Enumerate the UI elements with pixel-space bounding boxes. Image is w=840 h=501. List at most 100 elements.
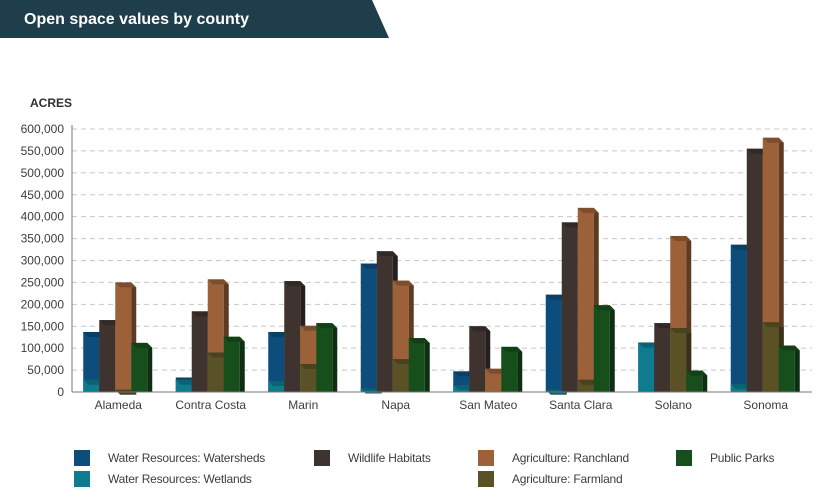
legend-item-public-parks: Public Parks (676, 449, 774, 467)
bar-water-resources-watersheds-marin-top (268, 331, 290, 337)
bar-agriculture-farmland-solano-top (670, 328, 692, 334)
bar-public-parks-marin-face (316, 323, 333, 392)
bar-wildlife-habitats-napa-top (376, 251, 398, 257)
legend-label: Water Resources: Watersheds (108, 451, 266, 465)
y-tick-label: 300,000 (21, 254, 65, 268)
bar-water-resources-watersheds-napa-face (360, 263, 377, 392)
bar-agriculture-farmland-marin-top (300, 363, 322, 369)
bar-public-parks-santa-clara-face (593, 305, 610, 392)
legend-swatch (314, 450, 330, 466)
bar-public-parks-solano-side (702, 370, 708, 392)
legend-swatch (74, 471, 90, 487)
y-tick-label: 600,000 (21, 122, 65, 136)
bar-public-parks-santa-clara-top (593, 305, 615, 311)
bar-water-resources-wetlands-solano-top (638, 342, 660, 348)
y-tick-label: 200,000 (21, 297, 65, 311)
bar-wildlife-habitats-contra-costa-face (191, 311, 208, 392)
bar-public-parks-santa-clara (593, 305, 615, 392)
bar-public-parks-marin (316, 323, 338, 392)
x-tick-label: Santa Clara (549, 398, 613, 412)
legend-swatch (478, 471, 494, 487)
legend-label: Wildlife Habitats (348, 451, 431, 465)
y-tick-label: 550,000 (21, 144, 65, 158)
bar-agriculture-ranchland-san-mateo-top (485, 368, 507, 374)
legend-label: Water Resources: Wetlands (108, 472, 252, 486)
bar-agriculture-ranchland-san-mateo-face (485, 368, 502, 392)
bar-public-parks-contra-costa-face (223, 336, 240, 392)
legend-label: Public Parks (710, 451, 775, 465)
bar-public-parks-alameda-face (131, 342, 148, 392)
bar-water-resources-watersheds-marin-face (268, 331, 285, 392)
y-tick-label: 500,000 (21, 166, 65, 180)
bar-water-resources-wetlands-marin-top (268, 381, 290, 387)
bar-public-parks-contra-costa-side (239, 336, 245, 392)
x-tick-label: Marin (288, 398, 318, 412)
bar-wildlife-habitats-santa-clara-top (561, 222, 583, 228)
x-tick-label: San Mateo (459, 398, 517, 412)
bar-agriculture-ranchland-marin-top (300, 325, 322, 331)
bar-water-resources-watersheds-sonoma-face (730, 244, 747, 392)
bar-wildlife-habitats-marin-top (284, 281, 306, 287)
bar-water-resources-watersheds-alameda-face (83, 331, 100, 392)
y-tick-label: 0 (57, 385, 64, 399)
bar-public-parks-napa-face (408, 338, 425, 392)
bar-agriculture-ranchland-santa-clara-face (577, 207, 594, 392)
bar-public-parks-alameda (131, 342, 153, 392)
bar-water-resources-wetlands-sonoma-top (730, 384, 752, 390)
bar-wildlife-habitats-san-mateo-top (469, 326, 491, 332)
y-tick-label: 250,000 (21, 275, 65, 289)
bar-water-resources-watersheds-santa-clara-top (545, 294, 567, 300)
bar-agriculture-farmland-marin-face (300, 363, 317, 392)
title-banner-shape (0, 0, 389, 38)
legend-item-agriculture-farmland: Agriculture: Farmland (478, 470, 623, 488)
y-tick-label: 100,000 (21, 341, 65, 355)
chart-title: Open space values by county (24, 11, 249, 28)
bar-agriculture-farmland-napa-face (392, 359, 409, 392)
bar-public-parks-napa (408, 338, 430, 392)
bar-wildlife-habitats-napa-face (376, 251, 393, 392)
bar-agriculture-farmland-sonoma-face (762, 322, 779, 392)
title-banner: Open space values by county (0, 0, 389, 38)
bar-agriculture-ranchland-alameda-face (115, 282, 132, 392)
bar-agriculture-ranchland-solano-top (670, 235, 692, 241)
bar-water-resources-wetlands-san-mateo-top (453, 384, 475, 390)
bar-agriculture-ranchland-contra-costa-top (207, 279, 229, 285)
x-axis: Alameda Contra Costa Marin Napa San Mateo San… (72, 391, 812, 412)
bar-agriculture-farmland-napa-top (392, 359, 414, 365)
legend-item-agriculture-ranchland: Agriculture: Ranchland (478, 449, 629, 467)
bar-wildlife-habitats-san-mateo-face (469, 326, 486, 392)
bar-public-parks-alameda-side (147, 342, 153, 392)
bar-water-resources-wetlands-marin-face (268, 381, 285, 392)
bar-public-parks-santa-clara-side (609, 305, 615, 392)
bar-water-resources-watersheds-san-mateo-top (453, 371, 475, 377)
bar-agriculture-farmland-solano-face (670, 328, 687, 392)
x-tick-label: Alameda (95, 398, 143, 412)
y-tick-label: 350,000 (21, 232, 65, 246)
bar-public-parks-sonoma (778, 345, 800, 392)
bar-public-parks-contra-costa (223, 336, 245, 392)
legend-swatch (478, 450, 494, 466)
x-tick-label: Contra Costa (175, 398, 246, 412)
bar-agriculture-ranchland-alameda-top (115, 282, 137, 288)
bar-public-parks-marin-top (316, 323, 338, 329)
x-tick-label: Sonoma (743, 398, 788, 412)
bar-wildlife-habitats-marin-face (284, 281, 301, 392)
bar-wildlife-habitats-solano-face (654, 323, 671, 392)
legend-item-water-resources-watersheds: Water Resources: Watersheds (74, 449, 265, 467)
bar-water-resources-watersheds-sonoma-top (730, 244, 752, 250)
bar-public-parks-san-mateo (501, 346, 523, 392)
y-tick-label: 150,000 (21, 319, 65, 333)
legend-item-water-resources-wetlands: Water Resources: Wetlands (74, 470, 252, 488)
bar-public-parks-san-mateo-side (517, 346, 523, 392)
bars (83, 137, 800, 395)
bar-public-parks-napa-top (408, 338, 430, 344)
bar-public-parks-solano-top (686, 370, 708, 376)
bar-public-parks-contra-costa-top (223, 336, 245, 342)
bar-public-parks-alameda-top (131, 342, 153, 348)
grid (72, 128, 812, 371)
bar-water-resources-watersheds-alameda-top (83, 331, 105, 337)
bar-public-parks-san-mateo-top (501, 346, 523, 352)
bar-wildlife-habitats-sonoma-face (746, 148, 763, 392)
bar-agriculture-farmland-contra-costa-top (207, 352, 229, 358)
bar-wildlife-habitats-alameda-top (99, 320, 121, 326)
